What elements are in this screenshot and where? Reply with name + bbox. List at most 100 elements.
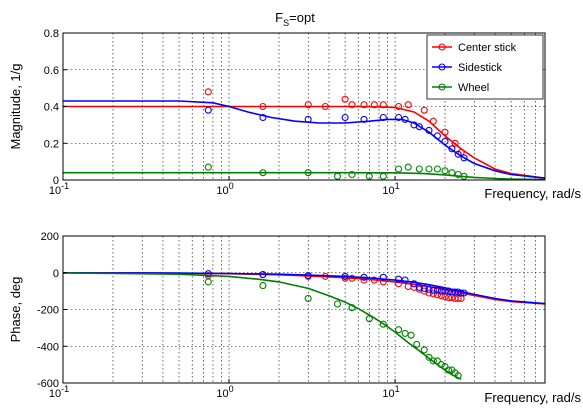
phase-marker-sidestick: [425, 285, 433, 293]
legend-label-wheel: Wheel: [458, 82, 489, 94]
magnitude-marker-center-stick: [429, 117, 437, 125]
magnitude-marker-sidestick: [415, 123, 423, 131]
magnitude-marker-wheel: [259, 169, 267, 177]
magnitude-line-sidestick: [63, 100, 546, 179]
magnitude-marker-sidestick: [441, 137, 449, 145]
magnitude-marker-wheel: [333, 172, 342, 180]
phase-ytick-label: -200: [37, 305, 59, 317]
magnitude-marker-wheel: [441, 167, 449, 175]
phase-marker-wheel: [304, 294, 312, 303]
magnitude-xtick-label: 100: [216, 181, 233, 197]
magnitude-marker-wheel: [304, 169, 312, 177]
phase-marker-sidestick: [437, 287, 445, 295]
phase-marker-sidestick: [441, 287, 449, 295]
phase-marker-center-stick: [370, 276, 378, 284]
phase-marker-sidestick: [204, 270, 212, 278]
phase-marker-wheel: [379, 320, 387, 328]
magnitude-marker-wheel: [348, 170, 356, 179]
phase-marker-wheel: [204, 278, 212, 286]
magnitude-marker-sidestick: [460, 154, 468, 162]
phase-xlabel: Frequency, rad/s: [484, 390, 581, 405]
figure-title-subscript: S: [283, 18, 289, 28]
phase-marker-sidestick: [457, 289, 465, 297]
magnitude-xtick-label: 10-1: [49, 181, 69, 197]
magnitude-marker-sidestick: [448, 145, 456, 153]
phase-marker-sidestick: [360, 273, 368, 281]
legend-marker-center-stick: [438, 43, 446, 51]
phase-marker-wheel: [365, 315, 373, 323]
phase-marker-sidestick: [415, 283, 423, 291]
legend-label-center-stick: Center stick: [458, 42, 517, 54]
magnitude-marker-center-stick: [360, 101, 368, 109]
magnitude-marker-wheel: [448, 169, 456, 177]
phase-marker-wheel: [413, 340, 421, 348]
phase-panel: -600 -400 -200 0 200 10-1 100 101 Frequency, rad…: [8, 231, 581, 405]
magnitude-marker-center-stick: [259, 102, 267, 111]
magnitude-ylabel: Magnitude, 1/g: [8, 63, 23, 149]
phase-marker-wheel: [454, 372, 462, 380]
magnitude-ytick-label: 0.2: [44, 138, 59, 150]
phase-marker-sidestick: [379, 273, 387, 281]
magnitude-marker-wheel: [379, 172, 387, 180]
phase-marker-sidestick: [420, 284, 428, 292]
magnitude-ytick-label: 0: [53, 175, 59, 187]
magnitude-marker-sidestick: [341, 113, 349, 122]
magnitude-ytick-label: 0.4: [44, 102, 59, 114]
phase-marker-sidestick: [410, 280, 418, 288]
phase-marker-wheel: [441, 362, 449, 371]
phase-marker-wheel: [348, 304, 356, 312]
phase-marker-wheel: [433, 357, 441, 365]
magnitude-marker-wheel: [395, 165, 403, 173]
magnitude-marker-wheel: [204, 163, 212, 171]
phase-marker-center-stick: [429, 290, 437, 298]
magnitude-marker-sidestick: [425, 126, 433, 134]
phase-marker-sidestick: [401, 276, 409, 284]
magnitude-marker-center-stick: [348, 101, 356, 109]
phase-marker-wheel: [437, 361, 445, 369]
magnitude-marker-wheel: [433, 165, 441, 173]
magnitude-marker-wheel: [415, 165, 423, 173]
phase-ylabel: Phase, deg: [8, 277, 23, 343]
magnitude-marker-wheel: [425, 165, 433, 173]
phase-marker-sidestick: [445, 287, 453, 295]
legend-marker-sidestick: [438, 63, 446, 71]
magnitude-marker-center-stick: [404, 101, 412, 109]
legend-label-sidestick: Sidestick: [458, 62, 503, 74]
phase-ytick-label: 0: [53, 268, 59, 280]
phase-marker-sidestick: [460, 289, 468, 297]
phase-ytick-label: -400: [37, 341, 59, 353]
phase-marker-sidestick: [259, 271, 267, 279]
phase-marker-center-stick: [420, 287, 428, 295]
magnitude-marker-center-stick: [341, 95, 349, 103]
magnitude-marker-wheel: [404, 163, 412, 171]
figure-title-rest: =opt: [289, 10, 315, 25]
magnitude-marker-sidestick: [259, 113, 267, 122]
legend-marker-wheel: [438, 83, 446, 91]
phase-line-sidestick: [62, 271, 546, 305]
magnitude-marker-center-stick: [420, 106, 428, 114]
magnitude-marker-sidestick: [454, 150, 462, 158]
phase-marker-wheel: [407, 331, 415, 339]
phase-marker-sidestick: [433, 286, 441, 294]
magnitude-marker-sidestick: [379, 113, 387, 122]
magnitude-marker-sidestick: [395, 113, 403, 122]
phase-marker-sidestick: [341, 272, 349, 280]
magnitude-marker-center-stick: [304, 101, 312, 109]
magnitude-marker-center-stick: [370, 101, 378, 109]
magnitude-marker-center-stick: [379, 101, 387, 109]
phase-xtick-label: 10-1: [49, 384, 69, 400]
phase-marker-sidestick: [429, 286, 437, 294]
phase-marker-sidestick: [395, 275, 403, 283]
magnitude-marker-center-stick: [204, 88, 212, 96]
phase-marker-wheel: [420, 346, 428, 354]
phase-xtick-label: 100: [216, 384, 233, 400]
magnitude-marker-center-stick: [321, 102, 329, 111]
magnitude-xlabel: Frequency, rad/s: [484, 186, 581, 201]
figure-title: FS=opt: [275, 10, 315, 28]
magnitude-marker-center-stick: [451, 139, 459, 147]
phase-marker-center-stick: [348, 274, 356, 282]
magnitude-ytick-label: 0.8: [44, 28, 59, 40]
phase-xtick-label: 101: [382, 384, 399, 400]
phase-marker-sidestick: [304, 271, 312, 280]
